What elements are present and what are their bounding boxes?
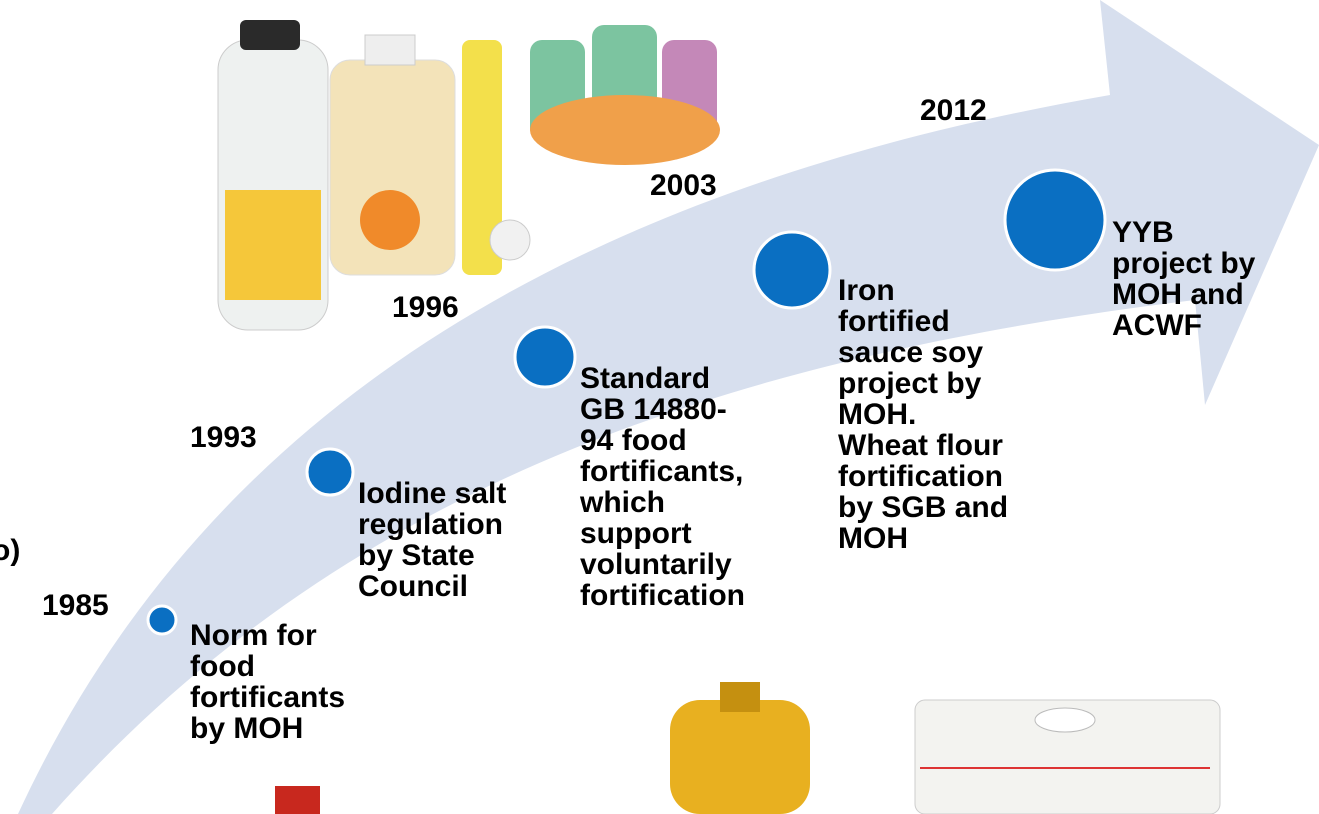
milestone-text: regulation bbox=[358, 508, 503, 541]
milestone-text: fortificants bbox=[190, 681, 345, 714]
milestone-text: MOH. bbox=[838, 398, 916, 431]
milestone-text: fortificants, bbox=[580, 455, 743, 488]
milestone-year: 1993 bbox=[190, 421, 257, 454]
timeline-slide: o) 1985 Norm forfoodfortificantsby MOH 199… bbox=[0, 0, 1319, 814]
cut-off-text: o) bbox=[0, 534, 20, 567]
milestone-text: Wheat flour bbox=[838, 429, 1003, 462]
milestone-text: project by bbox=[838, 367, 982, 400]
milestone-dot bbox=[754, 232, 830, 308]
milestone-text: Iron bbox=[838, 274, 895, 307]
milestone-text: by SGB and bbox=[838, 491, 1008, 524]
milestone-text: fortification bbox=[580, 579, 745, 612]
milestone-text: MOH bbox=[838, 522, 908, 555]
milestone-text: fortification bbox=[838, 460, 1003, 493]
milestone-dot bbox=[515, 327, 575, 387]
milestone-year: 1996 bbox=[392, 291, 459, 324]
milestone-text: fortified bbox=[838, 305, 950, 338]
milestone-year: 2003 bbox=[650, 169, 717, 202]
milestone-year: 2012 bbox=[920, 94, 987, 127]
milestone-year: 1985 bbox=[42, 589, 109, 622]
milestone-dot bbox=[148, 606, 176, 634]
milestone-text: which bbox=[579, 486, 665, 519]
milestone-text: Standard bbox=[580, 362, 710, 395]
milestone-dot bbox=[1005, 170, 1105, 270]
milestone-text: Norm for bbox=[190, 619, 317, 652]
milestone-text: 94 food bbox=[580, 424, 687, 457]
milestone-text: by MOH bbox=[190, 712, 303, 745]
milestone-text: voluntarily bbox=[580, 548, 732, 581]
milestone-text: Iodine salt bbox=[358, 477, 506, 510]
milestone-text: MOH and bbox=[1112, 278, 1244, 311]
milestone-text: ACWF bbox=[1112, 309, 1202, 342]
milestone-text: food bbox=[190, 650, 255, 683]
milestone-text: support bbox=[580, 517, 692, 550]
milestone-text: YYB bbox=[1112, 216, 1174, 249]
milestone-text: project by bbox=[1112, 247, 1256, 280]
milestone-text: Council bbox=[358, 570, 468, 603]
milestone-text: sauce soy bbox=[838, 336, 983, 369]
milestone-text: by State bbox=[358, 539, 475, 572]
milestone-text: GB 14880- bbox=[580, 393, 727, 426]
milestone-dot bbox=[307, 449, 353, 495]
